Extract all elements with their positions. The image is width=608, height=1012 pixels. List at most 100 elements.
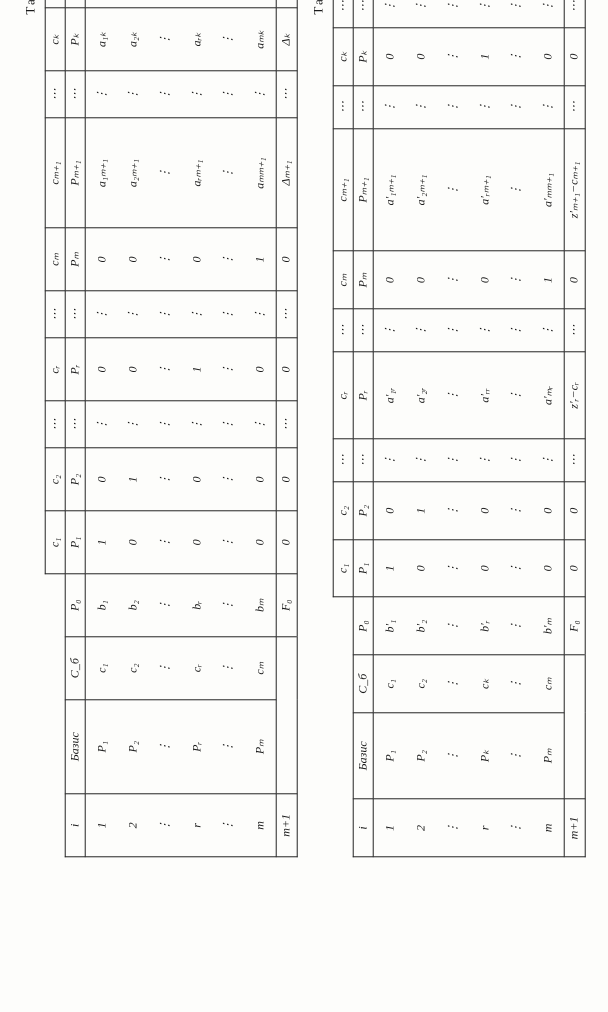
footer-cell: Δₘ₊₁	[277, 118, 297, 228]
header-cell: ⋯	[65, 291, 85, 338]
header-cell: cₖ	[45, 8, 65, 71]
header-cell: P₀	[65, 574, 85, 637]
header-cell: cᵣ	[333, 352, 353, 439]
header-cell	[45, 700, 65, 794]
body-cell-col_i: 12⋮r⋮m	[86, 794, 277, 857]
header-cell: Pₘ₊₁	[353, 129, 373, 252]
header-cell	[333, 655, 353, 713]
header-cell: c₁	[333, 540, 353, 598]
page: Таблица 1.3 c₁c₂⋯cᵣ⋯cₘcₘ₊₁⋯cₖ⋯cₙ iБазисC…	[10, 10, 598, 1002]
header-cell: ⋯	[333, 439, 353, 482]
header-cell: ⋯	[65, 0, 85, 8]
table-1-3: c₁c₂⋯cᵣ⋯cₘcₘ₊₁⋯cₖ⋯cₙ iБазисC_бP₀P₁P₂⋯Pᵣ⋯…	[45, 0, 298, 857]
footer-cell: ⋯	[565, 0, 585, 28]
footer-cell: ⋯	[565, 309, 585, 352]
header-cell: i	[353, 799, 373, 857]
body-cell-col_pm: 00⋮0⋮1	[374, 251, 565, 309]
header-cell: P₁	[65, 511, 85, 574]
body-cell-col_pm: 00⋮0⋮1	[86, 228, 277, 291]
header-cell: ⋯	[333, 85, 353, 128]
header-cell: ⋯	[45, 401, 65, 448]
footer-cell: F₀	[277, 574, 297, 637]
header-cell: P₀	[353, 597, 373, 655]
footer-cell: ⋯	[565, 85, 585, 128]
header-cell: cₘ	[45, 228, 65, 291]
body-cell-col_bas: P₁P₂⋮Pᵣ⋮Pₘ	[86, 700, 277, 794]
header-cell: ⋯	[353, 439, 373, 482]
header-cell: ⋯	[45, 291, 65, 338]
last-row: m+1F₀00⋯z′ᵣ−cᵣ⋯0z′ₘ₊₁−cₘ₊₁⋯0⋯z′ₙ−cₙ	[565, 0, 585, 857]
body-cell-col_cb: c₁c₂⋮cᵣ⋮cₘ	[86, 637, 277, 700]
footer-cell: z′ₘ₊₁−cₘ₊₁	[565, 129, 585, 252]
footer-cell: 0	[277, 228, 297, 291]
footer-cell	[565, 713, 585, 800]
header-cell: Базис	[353, 713, 373, 800]
header-cell: cᵣ	[45, 338, 65, 401]
body-cell-col_d2: ⋮⋮⋮⋮⋮⋮	[374, 309, 565, 352]
body-cell-col_bas: P₁P₂⋮Pₖ⋮Pₘ	[374, 713, 565, 800]
footer-cell	[565, 655, 585, 713]
header-cell: P₂	[65, 448, 85, 511]
footer-cell: ⋯	[277, 291, 297, 338]
body-cell-col_pk: 00⋮1⋮0	[374, 28, 565, 86]
body-cell-col_p1: 10⋮0⋮0	[374, 540, 565, 598]
header-cell: Pₘ	[353, 251, 373, 309]
last-row: m+1F₀00⋯0⋯0Δₘ₊₁⋯Δₖ⋯Δₙ	[277, 0, 297, 857]
body-cell-col_p2: 01⋮0⋮0	[86, 448, 277, 511]
header-cell: cₘ	[333, 251, 353, 309]
header-cell: P₂	[353, 482, 373, 540]
header-cell: i	[65, 794, 85, 857]
header-cell: ⋯	[333, 0, 353, 28]
header-cell	[45, 637, 65, 700]
footer-cell: ⋯	[277, 401, 297, 448]
body-cell-col_d1: ⋮⋮⋮⋮⋮⋮	[86, 401, 277, 448]
header-cell	[45, 794, 65, 857]
header-cell: C_б	[65, 637, 85, 700]
header-cell: Pₘ	[65, 228, 85, 291]
footer-cell	[277, 637, 297, 700]
header-cell: Pₖ	[353, 28, 373, 86]
header-cell: Pᵣ	[353, 352, 373, 439]
body-cell-col_i: 12⋮r⋮m	[374, 799, 565, 857]
header-cell: ⋯	[45, 71, 65, 118]
body-cell-col_d1: ⋮⋮⋮⋮⋮⋮	[374, 439, 565, 482]
body-row: 12⋮r⋮mP₁P₂⋮Pₖ⋮Pₘc₁c₂⋮cₖ⋮cₘb′₁b′₂⋮b′ᵣ⋮b′ₘ…	[374, 0, 565, 857]
footer-cell: m+1	[565, 799, 585, 857]
header-cell: c₂	[333, 482, 353, 540]
header-row-1: c₁c₂⋯cᵣ⋯cₘcₘ₊₁⋯cₖ⋯cₙ	[333, 0, 353, 857]
table-1-3-caption: Таблица 1.3	[23, 0, 39, 857]
header-cell: ⋯	[45, 0, 65, 8]
header-cell: Pₖ	[65, 8, 85, 71]
header-cell: Pᵣ	[65, 338, 85, 401]
footer-cell: 0	[277, 511, 297, 574]
footer-cell: z′ᵣ−cᵣ	[565, 352, 585, 439]
body-cell-col_cb: c₁c₂⋮cₖ⋮cₘ	[374, 655, 565, 713]
header-cell: cₖ	[333, 28, 353, 86]
header-cell: Pₘ₊₁	[65, 118, 85, 228]
body-cell-col_p2: 01⋮0⋮0	[374, 482, 565, 540]
body-cell-col_d3: ⋮⋮⋮⋮⋮⋮	[86, 71, 277, 118]
footer-cell: Δₖ	[277, 8, 297, 71]
header-cell: ⋯	[333, 309, 353, 352]
body-cell-col_pm1: a₁ₘ₊₁a₂ₘ₊₁⋮aᵣₘ₊₁⋮aₘₘ₊₁	[86, 118, 277, 228]
footer-cell: ⋯	[565, 439, 585, 482]
footer-cell	[277, 700, 297, 794]
header-cell	[333, 799, 353, 857]
body-cell-col_d4: ⋮⋮⋮⋮⋮⋮	[374, 0, 565, 28]
body-cell-col_pk: a₁ₖa₂ₖ⋮aᵣₖ⋮aₘₖ	[86, 8, 277, 71]
footer-cell: 0	[565, 251, 585, 309]
footer-cell: m+1	[277, 794, 297, 857]
body-cell-col_pr: 00⋮1⋮0	[86, 338, 277, 401]
footer-cell: 0	[565, 540, 585, 598]
body-cell-col_p1: 10⋮0⋮0	[86, 511, 277, 574]
body-cell-col_p0: b′₁b′₂⋮b′ᵣ⋮b′ₘ	[374, 597, 565, 655]
body-cell-col_d2: ⋮⋮⋮⋮⋮⋮	[86, 291, 277, 338]
header-cell	[45, 574, 65, 637]
body-cell-col_pr: a′₁ᵣa′₂ᵣ⋮a′ᵣᵣ⋮a′ₘᵣ	[374, 352, 565, 439]
footer-cell: ⋯	[277, 71, 297, 118]
header-cell: c₂	[45, 448, 65, 511]
body-cell-col_d3: ⋮⋮⋮⋮⋮⋮	[374, 85, 565, 128]
footer-cell: ⋯	[277, 0, 297, 8]
body-cell-col_p0: b₁b₂⋮bᵣ⋮bₘ	[86, 574, 277, 637]
footer-cell: 0	[277, 448, 297, 511]
